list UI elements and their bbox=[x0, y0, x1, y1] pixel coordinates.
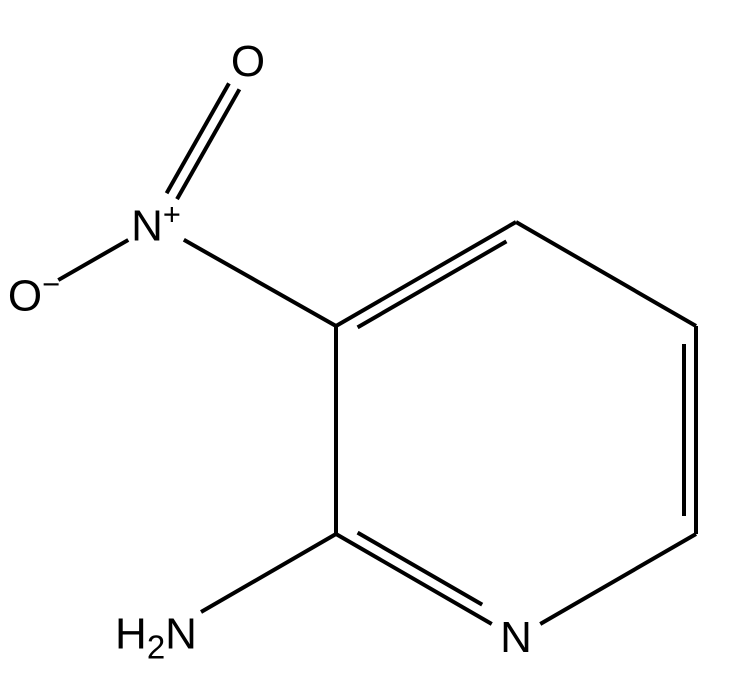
atom-N1: N bbox=[500, 613, 532, 663]
atom-O1: O bbox=[231, 37, 265, 87]
atom-N_nitro: N+ bbox=[131, 197, 181, 252]
molecule-canvas: O N+ O− N H2N bbox=[0, 0, 752, 681]
atom-O2: O− bbox=[8, 267, 60, 322]
atom-NH2: H2N bbox=[115, 610, 197, 667]
bond-layer bbox=[0, 0, 752, 681]
